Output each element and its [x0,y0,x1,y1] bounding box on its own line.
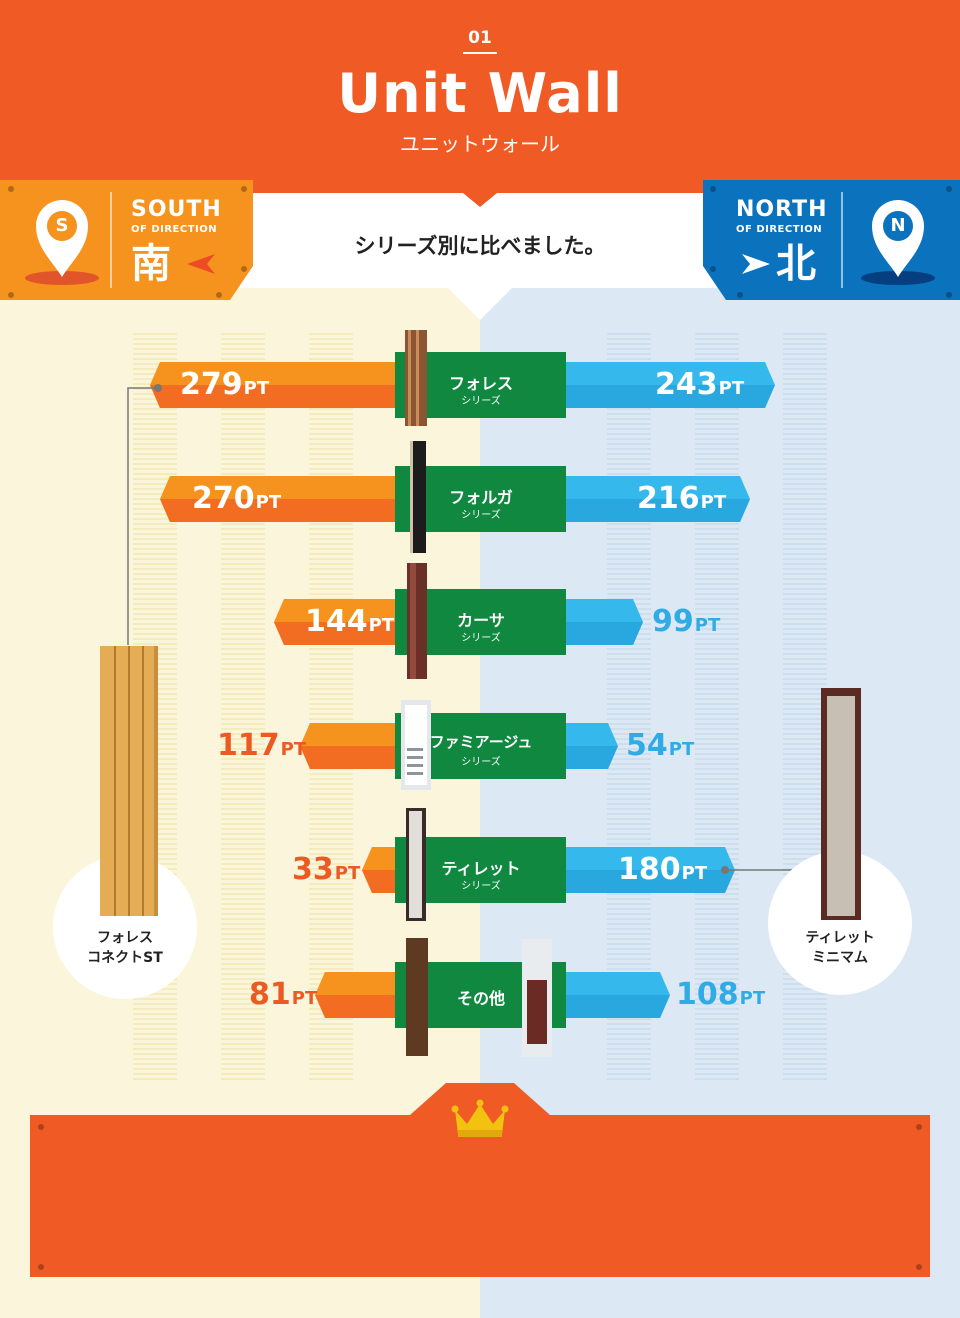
south-direction-kanji: 南 [131,241,171,287]
south-points: 279PT [180,367,270,402]
result-box-notch [410,1083,550,1115]
south-pin-icon [25,200,99,285]
north-points: 243PT [655,367,745,402]
rivet [737,292,743,298]
north-stripe [695,330,739,1080]
rivet [241,266,247,272]
north-points: 180PT [618,852,708,887]
south-highlight-graphic [53,384,197,999]
south-direction-word: SOUTH [131,197,222,222]
series-product-images [401,330,552,1057]
south-of-direction: OF DIRECTION [131,224,218,235]
page-subtitle: ユニットウォール [400,132,560,156]
series-sub: シリーズ [461,881,501,892]
crown-icon [451,1099,509,1137]
comparison-tagline: シリーズ別に比べました。 [354,234,606,258]
north-points: 54PT [626,728,695,763]
rivet [38,1124,44,1130]
north-direction-kanji: 北 [776,241,816,287]
series-sub: シリーズ [461,510,501,521]
result-box [30,1115,930,1277]
rivet [38,1264,44,1270]
north-arrow-icon [742,254,770,274]
south-points: 117PT [217,728,307,763]
section-number: 01 [468,28,492,48]
south-points: 33PT [292,852,361,887]
series-sub: シリーズ [461,633,501,644]
rivet [216,292,222,298]
south-arrow-icon [187,254,215,274]
south-stripe [221,330,265,1080]
north-highlight-label: ティレット ミニマム [805,930,875,966]
north-badge-letter: N [890,215,906,236]
series-name: フォレス [448,374,513,393]
north-points: 99PT [652,604,721,639]
south-badge-letter: S [55,215,69,236]
series-sub: シリーズ [461,757,501,768]
rivet [241,186,247,192]
banner-notches [448,193,512,320]
series-name: ティレット [441,859,521,878]
rivet [946,292,952,298]
rivet [916,1264,922,1270]
series-name: フォルガ [449,488,513,507]
south-highlight-label: フォレス コネクトST [87,930,163,966]
north-points: 108PT [676,977,766,1012]
rivet [8,186,14,192]
north-highlight-graphic [721,688,912,995]
north-direction-word: NORTH [736,197,828,222]
rivet [946,186,952,192]
north-of-direction: OF DIRECTION [736,224,823,235]
series-name: カーサ [457,611,505,630]
rivet [916,1124,922,1130]
north-pin-icon [861,200,935,285]
south-stripe [309,330,353,1080]
section-number-underline [463,52,497,54]
south-points: 144PT [305,604,395,639]
rivet [710,186,716,192]
score-bars [150,362,775,1018]
page-title: Unit Wall [337,62,623,125]
series-sub: シリーズ [461,396,501,407]
rivet [8,292,14,298]
south-points: 270PT [192,481,282,516]
series-name: その他 [456,989,505,1008]
rivet [710,266,716,272]
series-name: ファミアージュ [429,733,533,751]
south-points: 81PT [249,977,318,1012]
north-stripe [607,330,651,1080]
north-points: 216PT [637,481,727,516]
header [0,0,960,205]
